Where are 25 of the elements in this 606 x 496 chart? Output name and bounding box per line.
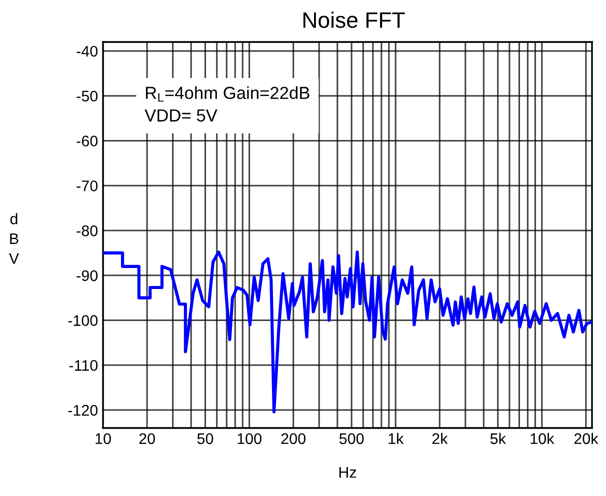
y-axis-title: dBV xyxy=(8,213,20,264)
x-tick-label: 2k xyxy=(432,432,448,444)
x-tick-label: 1k xyxy=(388,432,404,444)
x-tick-label: 100 xyxy=(238,433,262,444)
x-tick-label: 200 xyxy=(281,433,306,444)
annotation: VDD= 5V xyxy=(144,110,218,122)
y-tick-label: -80 xyxy=(76,225,98,236)
y-tick-label: -120 xyxy=(68,404,98,416)
x-tick-label: 10 xyxy=(96,433,111,444)
y-tick-label: -100 xyxy=(68,315,98,326)
y-tick-label: -40 xyxy=(76,46,98,57)
x-tick-label: 500 xyxy=(339,433,364,444)
x-tick-label: 5k xyxy=(490,432,506,444)
x-tick-label: 20k xyxy=(574,432,598,444)
y-tick-label: -110 xyxy=(69,360,98,371)
x-tick-label: 10k xyxy=(530,432,554,444)
y-tick-label: -60 xyxy=(76,136,98,146)
chart-title: Noise FFT xyxy=(303,12,405,28)
y-tick-label: -50 xyxy=(76,90,98,102)
y-tick-label: -90 xyxy=(76,270,98,282)
annotation: R$_{L}$=4ohm Gain=22dB xyxy=(146,86,310,102)
x-tick-label: 50 xyxy=(197,433,214,444)
x-axis-title: Hz xyxy=(339,467,356,478)
y-tick-label: -70 xyxy=(76,180,98,192)
x-tick-label: 20 xyxy=(139,433,155,444)
